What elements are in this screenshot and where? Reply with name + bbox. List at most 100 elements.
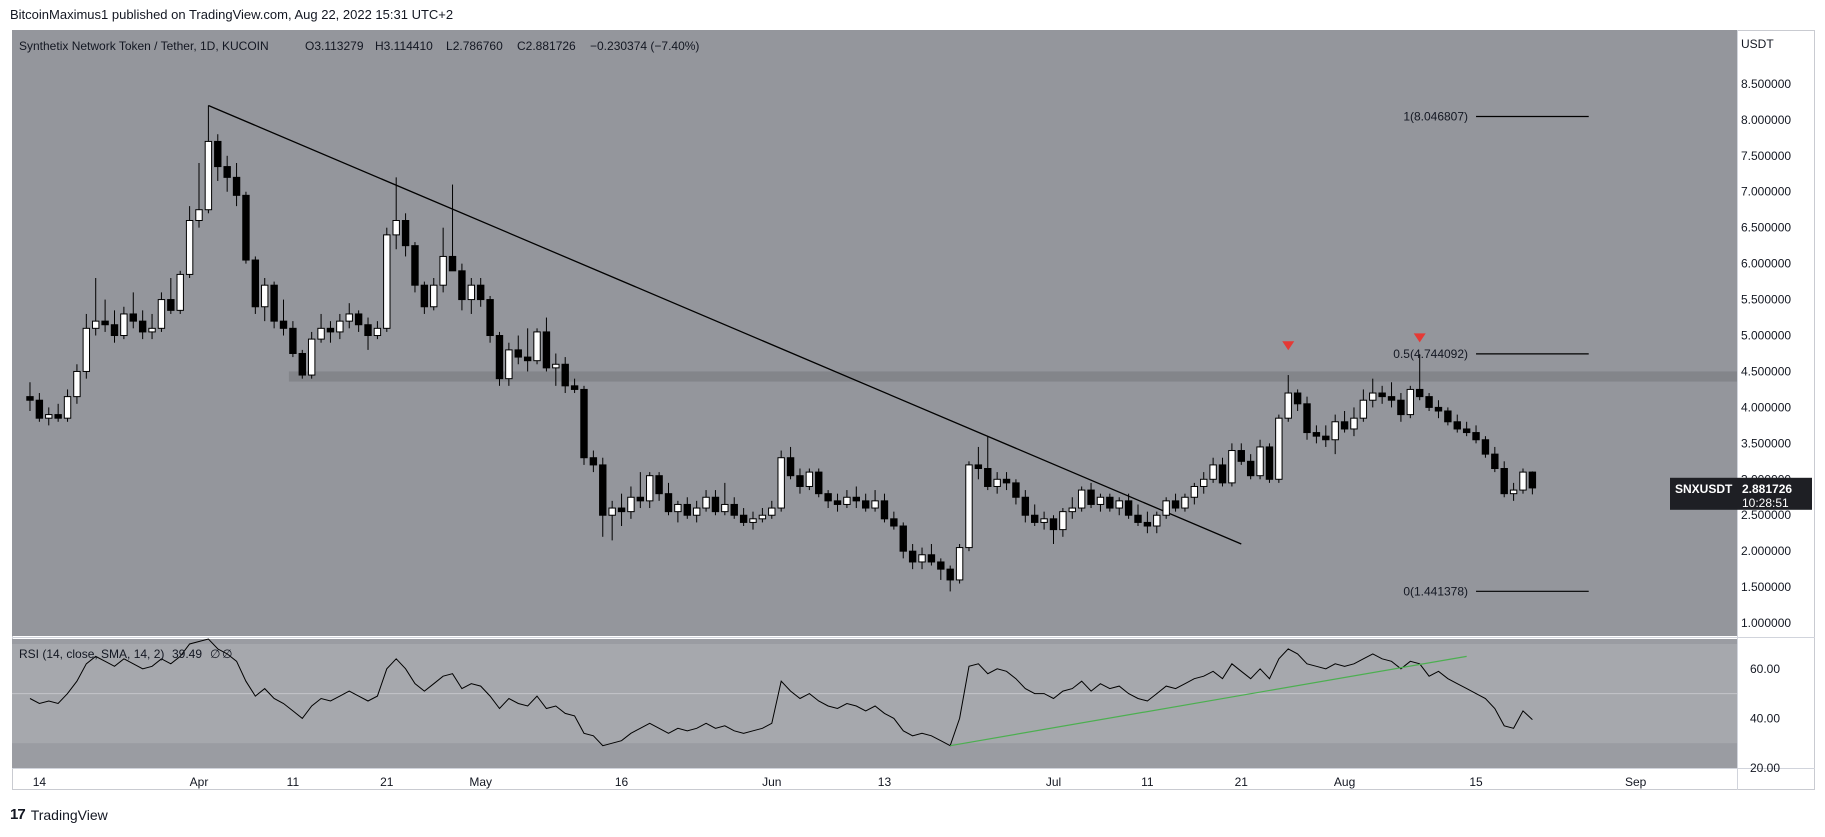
candle-body (1462, 428, 1471, 434)
time-axis-tick: 13 (878, 775, 892, 789)
candle (796, 468, 804, 494)
candle-body (674, 503, 682, 513)
candle-body (1275, 417, 1283, 480)
candle (383, 227, 391, 332)
price-axis-tick: 8.500000 (1741, 77, 1791, 91)
fib-level-label: 0.5(4.744092) (1393, 347, 1468, 361)
candle (420, 281, 429, 314)
rsi-axis-tick: 40.00 (1750, 711, 1780, 725)
candle-body (364, 324, 372, 337)
candle-body (683, 503, 691, 516)
candle-body (692, 507, 701, 516)
candle-body (73, 370, 81, 398)
candle (477, 278, 485, 307)
candle-body (1416, 388, 1424, 398)
candle-body (843, 496, 851, 505)
candle (646, 472, 654, 509)
candle (1462, 421, 1471, 437)
candle (1059, 508, 1067, 537)
candle-body (486, 299, 494, 337)
candle-body (1143, 521, 1152, 527)
candle-body (1528, 471, 1537, 489)
candle-body (63, 396, 72, 419)
candle-body (242, 194, 250, 261)
candle (561, 357, 569, 394)
time-axis-tick: 15 (1469, 775, 1483, 789)
candle-body (289, 327, 297, 354)
candle (401, 213, 410, 257)
candle (655, 472, 663, 501)
candle-body (185, 219, 194, 275)
candle-body (871, 500, 879, 509)
candle (1200, 472, 1208, 494)
candle-body (552, 363, 560, 369)
candle (373, 321, 382, 340)
candle-body (824, 493, 832, 502)
ohlc-high: H3.114410 (375, 39, 433, 53)
ohlc-open: O3.113279 (305, 39, 364, 53)
candle-body (439, 255, 447, 286)
candle-body (1059, 511, 1067, 531)
candle-body (805, 471, 814, 487)
candle (157, 292, 166, 332)
candle (430, 278, 438, 311)
price-axis-tick: 1.000000 (1741, 616, 1791, 630)
candle-body (411, 245, 419, 286)
candle (692, 500, 701, 523)
candle-body (101, 320, 109, 326)
candle-body (326, 327, 335, 333)
candle (852, 486, 860, 509)
candle (129, 292, 137, 329)
candle (946, 565, 954, 592)
candle (674, 500, 682, 523)
candle (448, 184, 457, 272)
candle (1096, 493, 1105, 512)
price-axis-tick: 7.000000 (1741, 185, 1791, 199)
time-axis-tick: 21 (380, 775, 394, 789)
candle-body (1397, 399, 1405, 416)
candle (1115, 497, 1123, 516)
candle (1021, 490, 1030, 523)
candle-body (852, 496, 860, 502)
price-axis-tick: 4.000000 (1741, 400, 1791, 414)
price-axis-tick: 7.500000 (1741, 149, 1791, 163)
candle (815, 468, 823, 498)
candle (392, 177, 400, 250)
candle (1143, 511, 1152, 534)
price-axis-tick: 4.500000 (1741, 364, 1791, 378)
candle (54, 403, 62, 422)
candle (495, 331, 504, 386)
candle-body (918, 554, 926, 563)
rsi-extra-1: ∅ (210, 647, 220, 661)
candle-body (1049, 518, 1058, 531)
candle-body (430, 284, 438, 308)
candle (279, 299, 288, 336)
candle-body (54, 414, 62, 419)
candle-body (458, 270, 466, 301)
price-pane-background (12, 30, 1737, 636)
candle-body (505, 349, 513, 380)
candle (786, 446, 795, 480)
candle (1040, 511, 1048, 530)
time-axis-tick: Sep (1625, 775, 1647, 789)
price-tag-price: 2.881726 (1742, 482, 1792, 496)
candle (1303, 396, 1311, 440)
candle-body (664, 493, 673, 513)
tradingview-footer-logo[interactable]: 17 TradingView (10, 806, 108, 823)
candle (411, 242, 419, 293)
candle-body (927, 554, 936, 563)
candle-body (1387, 396, 1396, 401)
candle (664, 482, 673, 516)
candle-body (599, 464, 607, 516)
candle (1519, 468, 1527, 494)
candle (861, 493, 870, 512)
candle-body (1453, 421, 1461, 430)
candle (1228, 443, 1236, 487)
candle-body (721, 503, 729, 513)
candle (1124, 493, 1133, 519)
candle-body (35, 399, 44, 419)
candle (1077, 486, 1086, 512)
candle (749, 511, 757, 530)
candle-body (1303, 403, 1311, 434)
